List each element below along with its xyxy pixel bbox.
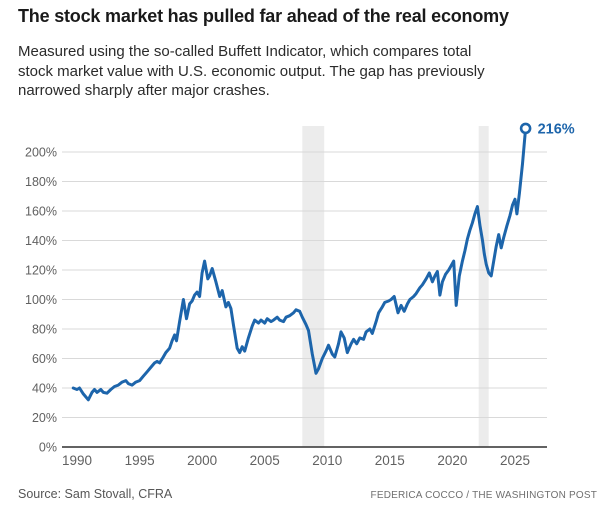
y-axis-tick-label: 0% <box>39 441 57 455</box>
latest-value-marker <box>519 122 532 135</box>
y-axis-tick-label: 200% <box>25 146 57 160</box>
latest-value-label: 216% <box>538 121 575 137</box>
indicator-line <box>71 126 528 402</box>
x-axis-tick-label: 2005 <box>250 453 280 468</box>
y-axis-tick-label: 140% <box>25 234 57 248</box>
x-axis-tick-label: 2015 <box>375 453 405 468</box>
subtitle-line-2: stock market value with U.S. economic ou… <box>18 62 485 80</box>
y-axis-tick-label: 100% <box>25 293 57 307</box>
source-note: Source: Sam Stovall, CFRA <box>18 487 173 501</box>
x-axis-tick-label: 1995 <box>125 453 155 468</box>
y-axis-tick-label: 120% <box>25 264 57 278</box>
byline-credit: FEDERICA COCCO / THE WASHINGTON POST <box>370 490 597 501</box>
x-axis-tick-label: 2010 <box>312 453 342 468</box>
chart-subtitle: Measured using the so-called Buffett Ind… <box>18 42 578 101</box>
y-axis-tick-label: 20% <box>32 411 57 425</box>
y-axis-tick-label: 80% <box>32 323 57 337</box>
y-axis-tick-label: 160% <box>25 205 57 219</box>
chart-title: The stock market has pulled far ahead of… <box>18 6 509 26</box>
subtitle-line-3: narrowed sharply after major crashes. <box>18 82 270 99</box>
x-axis-tick-label: 2000 <box>187 453 217 468</box>
x-axis-tick-label: 1990 <box>62 453 92 468</box>
subtitle-line-1: Measured using the so-called Buffett Ind… <box>18 43 472 60</box>
y-axis-tick-label: 40% <box>32 382 57 396</box>
x-axis-tick-label: 2025 <box>500 453 530 468</box>
x-axis-tick-label: 2020 <box>437 453 467 468</box>
crash-shading-band <box>478 126 489 447</box>
y-axis-tick-label: 60% <box>32 352 57 366</box>
crash-shading-band <box>302 126 325 447</box>
y-axis-tick-label: 180% <box>25 175 57 189</box>
